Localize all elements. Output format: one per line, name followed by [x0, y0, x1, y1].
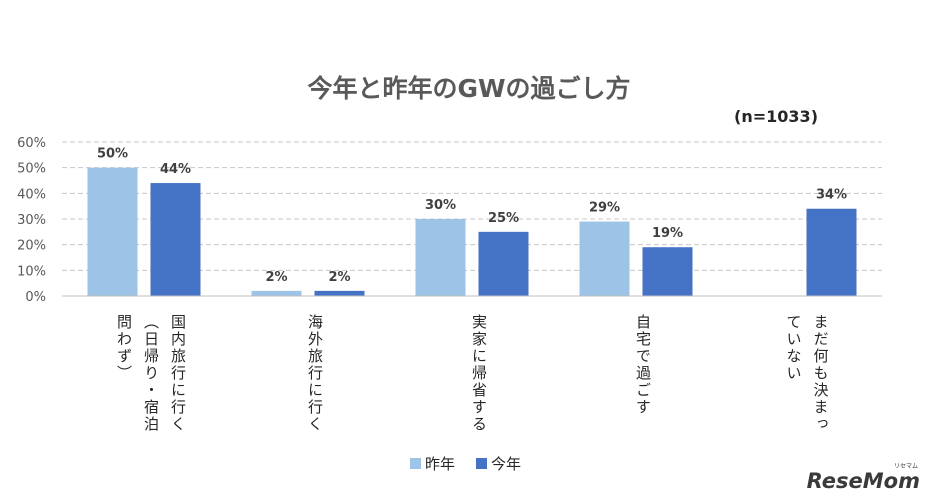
data-label: 29%: [589, 201, 620, 216]
legend-label: 昨年: [425, 455, 455, 473]
data-labels: 50% 44% 2% 2% 30% 25% 29% 19% 34%: [97, 147, 847, 285]
data-label: 30%: [425, 198, 456, 213]
legend-swatch: [476, 458, 487, 469]
category-label: まだ何も決まっ: [812, 314, 830, 433]
data-label: 2%: [265, 270, 287, 285]
legend: 昨年 今年: [410, 455, 521, 473]
data-label: 19%: [652, 226, 683, 241]
category-label: （日帰り・宿泊: [142, 314, 160, 433]
y-tick-label: 40%: [17, 187, 46, 202]
y-tick-label: 20%: [17, 239, 46, 254]
bar-this-year: [314, 290, 365, 296]
legend-swatch: [410, 458, 421, 469]
category-label: 国内旅行に行く: [169, 314, 187, 433]
bar-this-year: [150, 183, 201, 296]
logo-text: ReseMom: [807, 469, 920, 493]
category-label: ていない: [785, 314, 803, 382]
bar-this-year: [806, 208, 857, 296]
legend-label: 今年: [491, 455, 521, 473]
y-tick-label: 10%: [17, 264, 46, 279]
data-label: 44%: [160, 162, 191, 177]
bar-this-year: [642, 247, 693, 296]
data-label: 34%: [816, 188, 847, 203]
category-label: 自宅で過ごす: [634, 314, 652, 416]
data-label: 50%: [97, 147, 128, 162]
bar-this-year: [478, 231, 529, 296]
bars: [87, 167, 857, 296]
chart-title: 今年と昨年のGWの過ごし方: [307, 74, 630, 103]
bar-last-year: [579, 221, 630, 296]
sample-size-note: (n=1033): [734, 107, 818, 126]
bar-last-year: [415, 219, 466, 296]
resemom-logo: ReseMom リセマム: [807, 463, 920, 493]
y-tick-label: 50%: [17, 162, 46, 177]
bar-last-year: [87, 167, 138, 296]
y-tick-label: 60%: [17, 136, 46, 151]
category-label: 問わず）: [115, 314, 133, 382]
category-label: 海外旅行に行く: [306, 314, 324, 433]
y-tick-label: 0%: [25, 290, 46, 305]
y-tick-label: 30%: [17, 213, 46, 228]
logo-small-text: リセマム: [894, 463, 918, 470]
data-label: 25%: [488, 211, 519, 226]
bar-last-year: [251, 290, 302, 296]
data-label: 2%: [328, 270, 350, 285]
y-axis-ticks: 0% 10% 20% 30% 40% 50% 60%: [17, 136, 46, 305]
category-label: 実家に帰省する: [470, 314, 488, 433]
